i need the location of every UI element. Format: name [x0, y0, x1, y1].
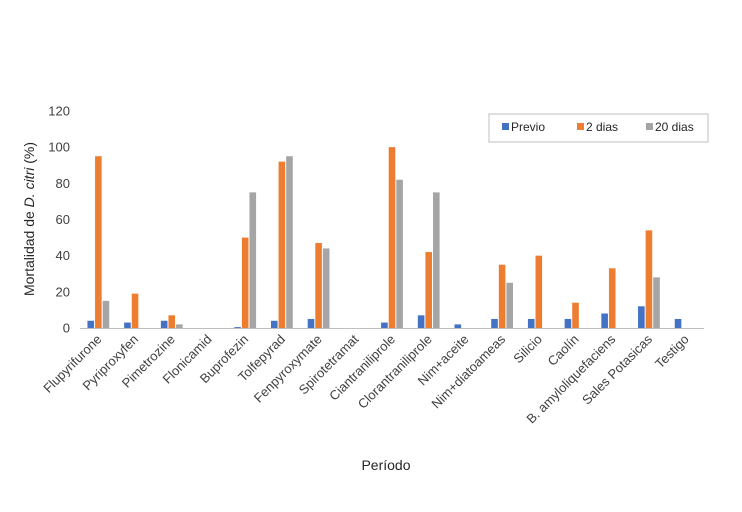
y-tick-label: 40	[56, 248, 70, 263]
bar-2-dias	[95, 156, 102, 328]
bar-20-dias	[102, 300, 110, 329]
bar-previo	[87, 320, 95, 328]
bar-previo	[674, 318, 682, 328]
legend-swatch	[502, 123, 509, 130]
x-axis-title: Período	[361, 457, 410, 473]
bar-previo	[124, 322, 131, 328]
bar-previo	[491, 318, 498, 328]
bar-previo	[527, 318, 535, 328]
x-axis-ticks: FlupyrifuronePyriproxyfenPimetrozineFlon…	[40, 331, 692, 426]
bar-20-dias	[653, 277, 660, 328]
bar-2-dias	[535, 255, 543, 328]
bar-2-dias	[168, 315, 176, 328]
y-tick-label: 100	[48, 140, 70, 155]
legend-label: 20 dias	[655, 120, 694, 134]
bar-2-dias	[425, 252, 433, 328]
bar-20-dias	[249, 192, 257, 329]
bar-previo	[564, 318, 572, 328]
bar-20-dias	[433, 192, 440, 329]
bar-previo	[454, 324, 462, 328]
bar-2-dias	[388, 147, 396, 328]
bar-previo	[601, 313, 608, 328]
bar-2-dias	[608, 268, 616, 328]
y-tick-label: 80	[56, 176, 70, 191]
bar-2-dias	[241, 237, 249, 328]
y-axis-title-prefix: Mortalidad de	[21, 207, 37, 296]
bar-20-dias	[286, 156, 293, 328]
bar-previo	[417, 315, 425, 328]
bar-20-dias	[322, 248, 330, 328]
y-tick-label: 0	[63, 321, 70, 336]
y-axis-title: Mortalidad de D. citri (%)	[21, 142, 37, 296]
legend-swatch	[646, 123, 653, 130]
bar-2-dias	[645, 230, 653, 328]
bar-2-dias	[278, 161, 286, 328]
bar-previo	[638, 306, 645, 328]
y-axis-title-suffix: (%)	[21, 142, 37, 168]
bar-previo	[381, 322, 388, 328]
bar-20-dias	[506, 282, 514, 328]
y-axis-title-italic: D. citri	[21, 167, 37, 208]
y-axis-ticks: 0 20 40 60 80 100 120	[48, 104, 70, 336]
x-tick-label: Silicio	[510, 332, 545, 367]
y-tick-label: 60	[56, 212, 70, 227]
bar-previo	[270, 320, 278, 328]
bar-20-dias	[176, 324, 183, 328]
legend-swatch	[577, 123, 584, 130]
bar-2-dias	[131, 293, 139, 328]
bar-2-dias	[498, 264, 506, 328]
x-tick-label: Testigo	[652, 332, 692, 372]
legend-label: 2 dias	[586, 120, 618, 134]
bar-previo	[307, 318, 315, 328]
bar-2-dias	[315, 243, 322, 328]
y-tick-label: 20	[56, 284, 70, 299]
bar-2-dias	[572, 302, 579, 328]
legend: Previo 2 dias 20 dias	[488, 113, 709, 143]
bar-20-dias	[396, 179, 403, 328]
bars	[87, 147, 682, 329]
bar-previo	[160, 320, 168, 328]
bar-previo	[234, 327, 241, 328]
legend-label: Previo	[511, 120, 545, 134]
y-tick-label: 120	[48, 104, 70, 119]
legend-frame	[488, 113, 709, 143]
